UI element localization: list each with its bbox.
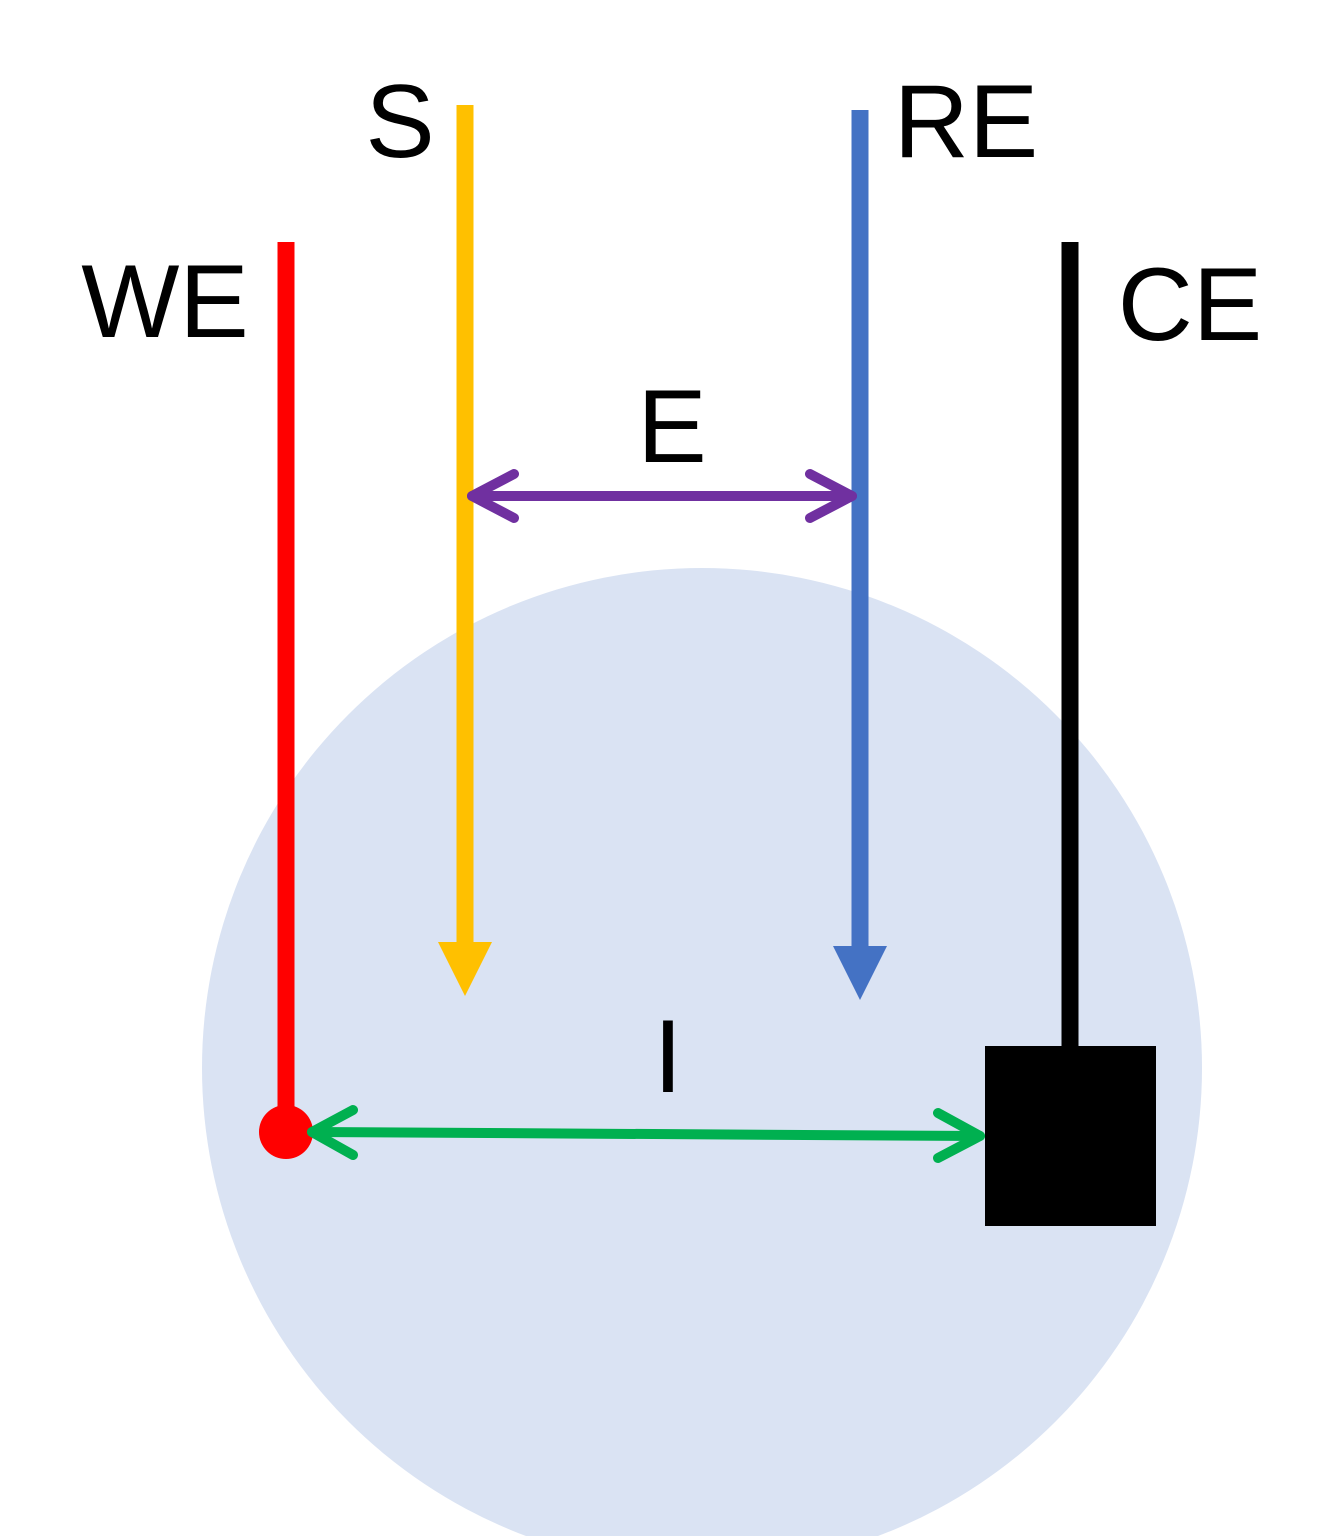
- working-electrode-dot: [259, 1105, 313, 1159]
- counter-electrode-block: [985, 1046, 1156, 1226]
- potential-arrow: [467, 469, 857, 523]
- label-ce: CE: [1118, 247, 1262, 363]
- label-re: RE: [894, 64, 1038, 180]
- label-we: WE: [81, 244, 249, 360]
- label-s: S: [365, 64, 434, 180]
- label-i: I: [654, 999, 683, 1115]
- electrolyte-circle: [202, 568, 1202, 1536]
- sense-arrowhead: [438, 942, 492, 996]
- label-e: E: [637, 369, 706, 485]
- reference-electrode-arrowhead: [833, 946, 887, 1000]
- current-arrow: [307, 1105, 985, 1163]
